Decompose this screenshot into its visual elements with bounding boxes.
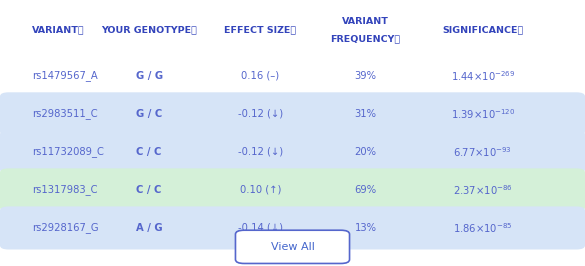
Text: 39%: 39%	[355, 71, 377, 81]
Text: EFFECT SIZEⓘ: EFFECT SIZEⓘ	[224, 26, 297, 35]
Text: G / G: G / G	[136, 71, 163, 81]
Text: A / G: A / G	[136, 223, 163, 233]
Text: rs11732089_C: rs11732089_C	[32, 146, 104, 157]
FancyBboxPatch shape	[0, 130, 585, 173]
Text: View All: View All	[270, 242, 315, 252]
Text: FREQUENCYⓘ: FREQUENCYⓘ	[331, 34, 401, 43]
FancyBboxPatch shape	[0, 206, 585, 250]
Text: C / C: C / C	[136, 185, 162, 195]
Text: -0.12 (↓): -0.12 (↓)	[238, 109, 283, 119]
Text: 20%: 20%	[355, 147, 377, 157]
Text: $\mathregular{1.44 × 10}^{\mathregular{-269}}$: $\mathregular{1.44 × 10}^{\mathregular{-…	[450, 69, 515, 83]
FancyBboxPatch shape	[0, 92, 585, 135]
Text: VARIANTⓘ: VARIANTⓘ	[32, 26, 85, 35]
Text: 69%: 69%	[355, 185, 377, 195]
Text: C / C: C / C	[136, 147, 162, 157]
Text: $\mathregular{2.37 × 10}^{\mathregular{-86}}$: $\mathregular{2.37 × 10}^{\mathregular{-…	[453, 183, 512, 197]
Text: 0.10 (↑): 0.10 (↑)	[240, 185, 281, 195]
Text: $\mathregular{1.39 × 10}^{\mathregular{-120}}$: $\mathregular{1.39 × 10}^{\mathregular{-…	[450, 107, 515, 121]
Text: 0.16 (–): 0.16 (–)	[241, 71, 280, 81]
Text: rs2928167_G: rs2928167_G	[32, 222, 99, 234]
Text: YOUR GENOTYPEⓘ: YOUR GENOTYPEⓘ	[101, 26, 197, 35]
Text: $\mathregular{1.86 × 10}^{\mathregular{-85}}$: $\mathregular{1.86 × 10}^{\mathregular{-…	[453, 221, 512, 235]
Text: -0.14 (↓): -0.14 (↓)	[238, 223, 283, 233]
Text: rs2983511_C: rs2983511_C	[32, 108, 98, 119]
Text: G / C: G / C	[136, 109, 162, 119]
Text: 31%: 31%	[355, 109, 377, 119]
Text: -0.12 (↓): -0.12 (↓)	[238, 147, 283, 157]
Text: $\mathregular{6.77 × 10}^{\mathregular{-93}}$: $\mathregular{6.77 × 10}^{\mathregular{-…	[453, 145, 512, 159]
Text: VARIANT: VARIANT	[342, 17, 389, 26]
Text: 13%: 13%	[355, 223, 377, 233]
Text: SIGNIFICANCEⓘ: SIGNIFICANCEⓘ	[442, 26, 523, 35]
FancyBboxPatch shape	[0, 168, 585, 211]
Text: rs1479567_A: rs1479567_A	[32, 70, 98, 81]
FancyBboxPatch shape	[235, 230, 349, 263]
Text: rs1317983_C: rs1317983_C	[32, 184, 98, 196]
